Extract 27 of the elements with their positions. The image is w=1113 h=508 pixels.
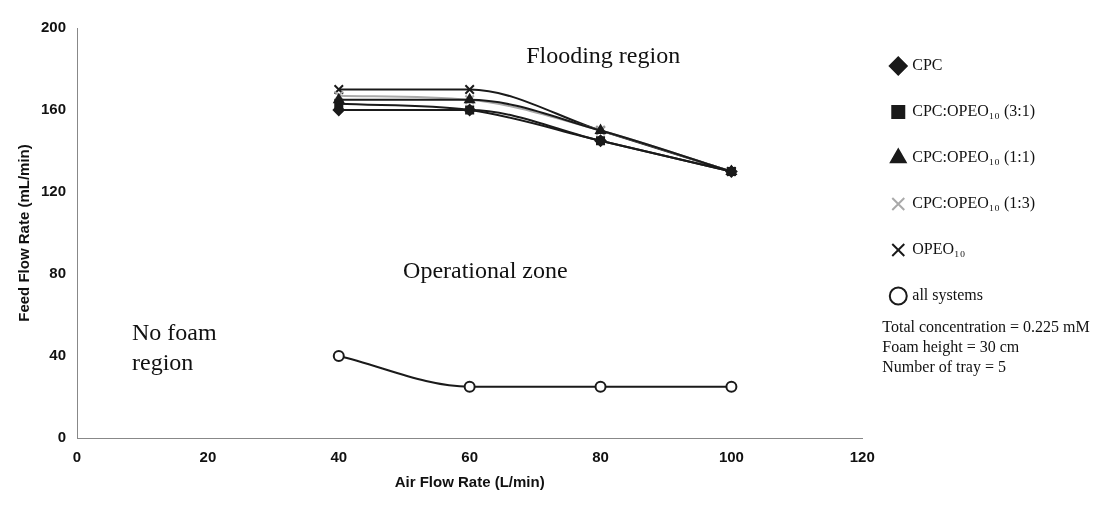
text: Number of tray = 5 — [882, 358, 1006, 376]
x-axis-title: Air Flow Rate (L/min) — [394, 473, 545, 491]
text: Foam height = 30 cm — [882, 338, 1020, 356]
x-tick-label: 20 — [199, 448, 217, 466]
legend-label: CPC:OPEO₁₀ (3:1) — [912, 102, 1036, 121]
y-tick-label: 200 — [41, 18, 67, 36]
legend-label: OPEO₁₀ — [912, 240, 966, 258]
legend-label: CPC — [912, 56, 943, 74]
x-tick-label: 40 — [330, 448, 348, 466]
annotation: Flooding region — [526, 42, 681, 68]
annotation: No foam region — [132, 318, 217, 375]
y-tick-label: 160 — [41, 100, 67, 118]
y-tick-label: 80 — [49, 264, 67, 282]
text: Total concentration = 0.225 mM — [882, 318, 1090, 335]
x-tick-label: 120 — [849, 448, 875, 466]
y-tick-label: 40 — [49, 346, 67, 364]
annotation: Operational zone — [403, 257, 568, 284]
legend-label: all systems — [912, 286, 983, 305]
legend-label: CPC:OPEO₁₀ (1:1) — [912, 148, 1036, 167]
y-axis-title: Feed Flow Rate (mL/min) — [15, 144, 33, 322]
y-tick-label: 120 — [41, 182, 67, 200]
x-tick-label: 0 — [72, 448, 82, 466]
y-tick-label: 0 — [57, 428, 67, 446]
x-tick-label: 60 — [461, 448, 478, 466]
legend-label: CPC:OPEO₁₀ (1:3) — [912, 194, 1036, 213]
x-tick-label: 100 — [718, 448, 744, 466]
x-tick-label: 80 — [592, 448, 609, 466]
